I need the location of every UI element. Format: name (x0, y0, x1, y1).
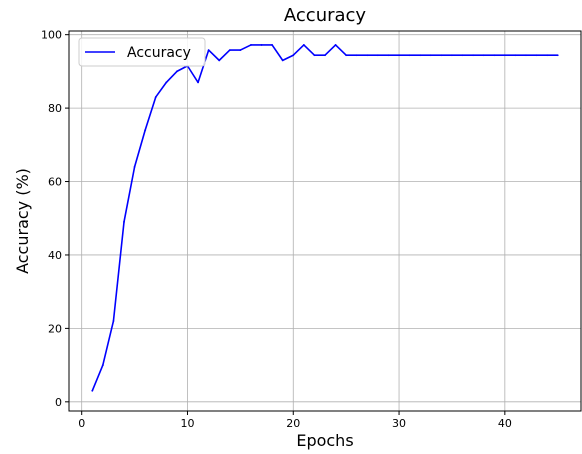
x-tick-label: 0 (78, 417, 85, 430)
y-tick-label: 80 (48, 102, 62, 115)
data-point (440, 54, 443, 57)
data-point (366, 54, 369, 57)
data-point (387, 54, 390, 57)
data-point (503, 54, 506, 57)
data-point (525, 54, 527, 57)
data-point (250, 44, 252, 46)
data-point (461, 54, 464, 57)
data-point (398, 54, 400, 57)
data-point (419, 54, 422, 57)
data-point (535, 54, 538, 57)
series-layer (91, 44, 559, 392)
legend: Accuracy (78, 37, 206, 67)
x-tick-label: 20 (286, 417, 300, 430)
data-point (228, 49, 231, 51)
plot-frame (68, 30, 582, 412)
data-point (324, 54, 326, 57)
data-point (376, 54, 379, 57)
data-point (292, 54, 295, 57)
y-tick-label: 60 (48, 176, 62, 189)
data-point (546, 54, 549, 57)
chart-title: Accuracy (284, 5, 367, 26)
data-point (355, 54, 358, 57)
y-tick-label: 0 (55, 396, 62, 409)
data-point (334, 44, 337, 46)
y-tick-label: 40 (48, 249, 62, 262)
x-tick-label: 30 (392, 417, 406, 430)
data-point (239, 49, 242, 51)
data-point (218, 59, 221, 62)
x-tick-label: 40 (498, 417, 512, 430)
data-point (556, 54, 559, 57)
data-point (91, 389, 94, 392)
x-tick-label: 10 (180, 417, 194, 430)
data-point (302, 44, 305, 46)
data-point (165, 81, 168, 84)
data-point (271, 44, 274, 46)
data-point (144, 129, 147, 132)
data-point (197, 81, 199, 84)
data-point (482, 54, 485, 57)
grid (69, 31, 581, 411)
data-point (112, 320, 115, 322)
data-point (493, 54, 496, 57)
y-axis-label: Accuracy (%) (13, 168, 32, 274)
data-point (345, 54, 348, 57)
legend-label: Accuracy (127, 45, 191, 61)
axis-ticks: 0 10 20 30 40 0 20 40 60 80 100 (41, 29, 512, 430)
series-line-accuracy (91, 44, 558, 392)
legend-box (78, 37, 206, 67)
data-point (451, 54, 453, 57)
y-tick-label: 20 (48, 322, 62, 335)
data-point (514, 54, 517, 57)
data-point (133, 165, 136, 168)
data-point (123, 221, 125, 223)
data-point (260, 44, 263, 46)
data-point (281, 59, 284, 62)
data-point (472, 54, 474, 57)
data-point (313, 54, 316, 57)
data-point (101, 364, 104, 367)
data-point (207, 49, 210, 51)
data-point (176, 70, 178, 73)
data-point (408, 54, 411, 57)
data-point (154, 96, 157, 98)
y-tick-label: 100 (41, 29, 62, 42)
x-axis-label: Epochs (296, 431, 353, 450)
data-point (429, 54, 432, 57)
